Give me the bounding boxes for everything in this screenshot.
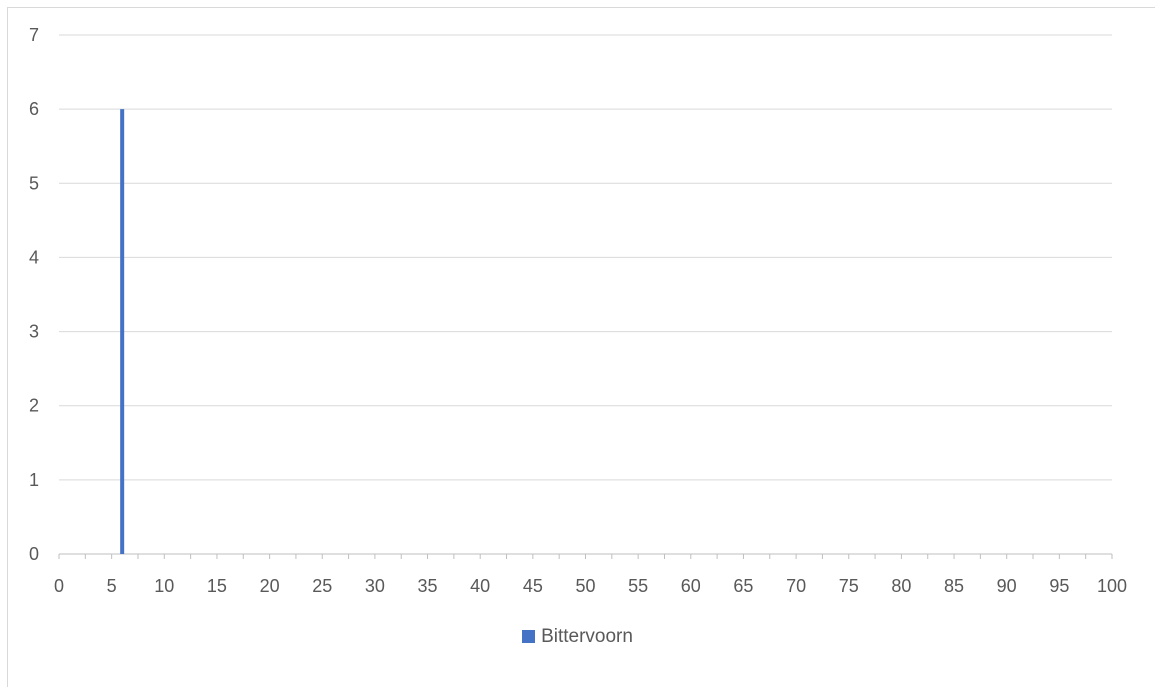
x-tick-label-90: 90 — [997, 576, 1017, 596]
x-tick-label-20: 20 — [260, 576, 280, 596]
x-tick-label-5: 5 — [107, 576, 117, 596]
x-tick-label-10: 10 — [154, 576, 174, 596]
y-tick-label-6: 6 — [29, 99, 39, 119]
x-tick-label-50: 50 — [575, 576, 595, 596]
y-tick-label-0: 0 — [29, 544, 39, 564]
x-tick-label-85: 85 — [944, 576, 964, 596]
y-tick-label-3: 3 — [29, 322, 39, 342]
x-tick-label-0: 0 — [54, 576, 64, 596]
x-tick-label-55: 55 — [628, 576, 648, 596]
y-tick-label-1: 1 — [29, 470, 39, 490]
x-tick-label-15: 15 — [207, 576, 227, 596]
x-tick-label-40: 40 — [470, 576, 490, 596]
x-tick-label-65: 65 — [733, 576, 753, 596]
bar-bittervoorn-0 — [120, 109, 125, 555]
legend: Bittervoorn — [0, 626, 1155, 648]
y-tick-label-2: 2 — [29, 396, 39, 416]
x-tick-label-75: 75 — [839, 576, 859, 596]
x-tick-label-30: 30 — [365, 576, 385, 596]
x-tick-label-80: 80 — [891, 576, 911, 596]
x-tick-label-70: 70 — [786, 576, 806, 596]
x-tick-label-35: 35 — [418, 576, 438, 596]
x-tick-label-95: 95 — [1049, 576, 1069, 596]
legend-swatch-bittervoorn — [522, 630, 536, 643]
x-tick-label-100: 100 — [1097, 576, 1127, 596]
y-tick-label-4: 4 — [29, 247, 39, 267]
x-tick-label-25: 25 — [312, 576, 332, 596]
legend-label-bittervoorn: Bittervoorn — [541, 626, 633, 647]
chart-frame — [7, 7, 1155, 687]
y-tick-label-7: 7 — [29, 25, 39, 45]
x-tick-label-45: 45 — [523, 576, 543, 596]
y-tick-label-5: 5 — [29, 173, 39, 193]
x-tick-label-60: 60 — [681, 576, 701, 596]
